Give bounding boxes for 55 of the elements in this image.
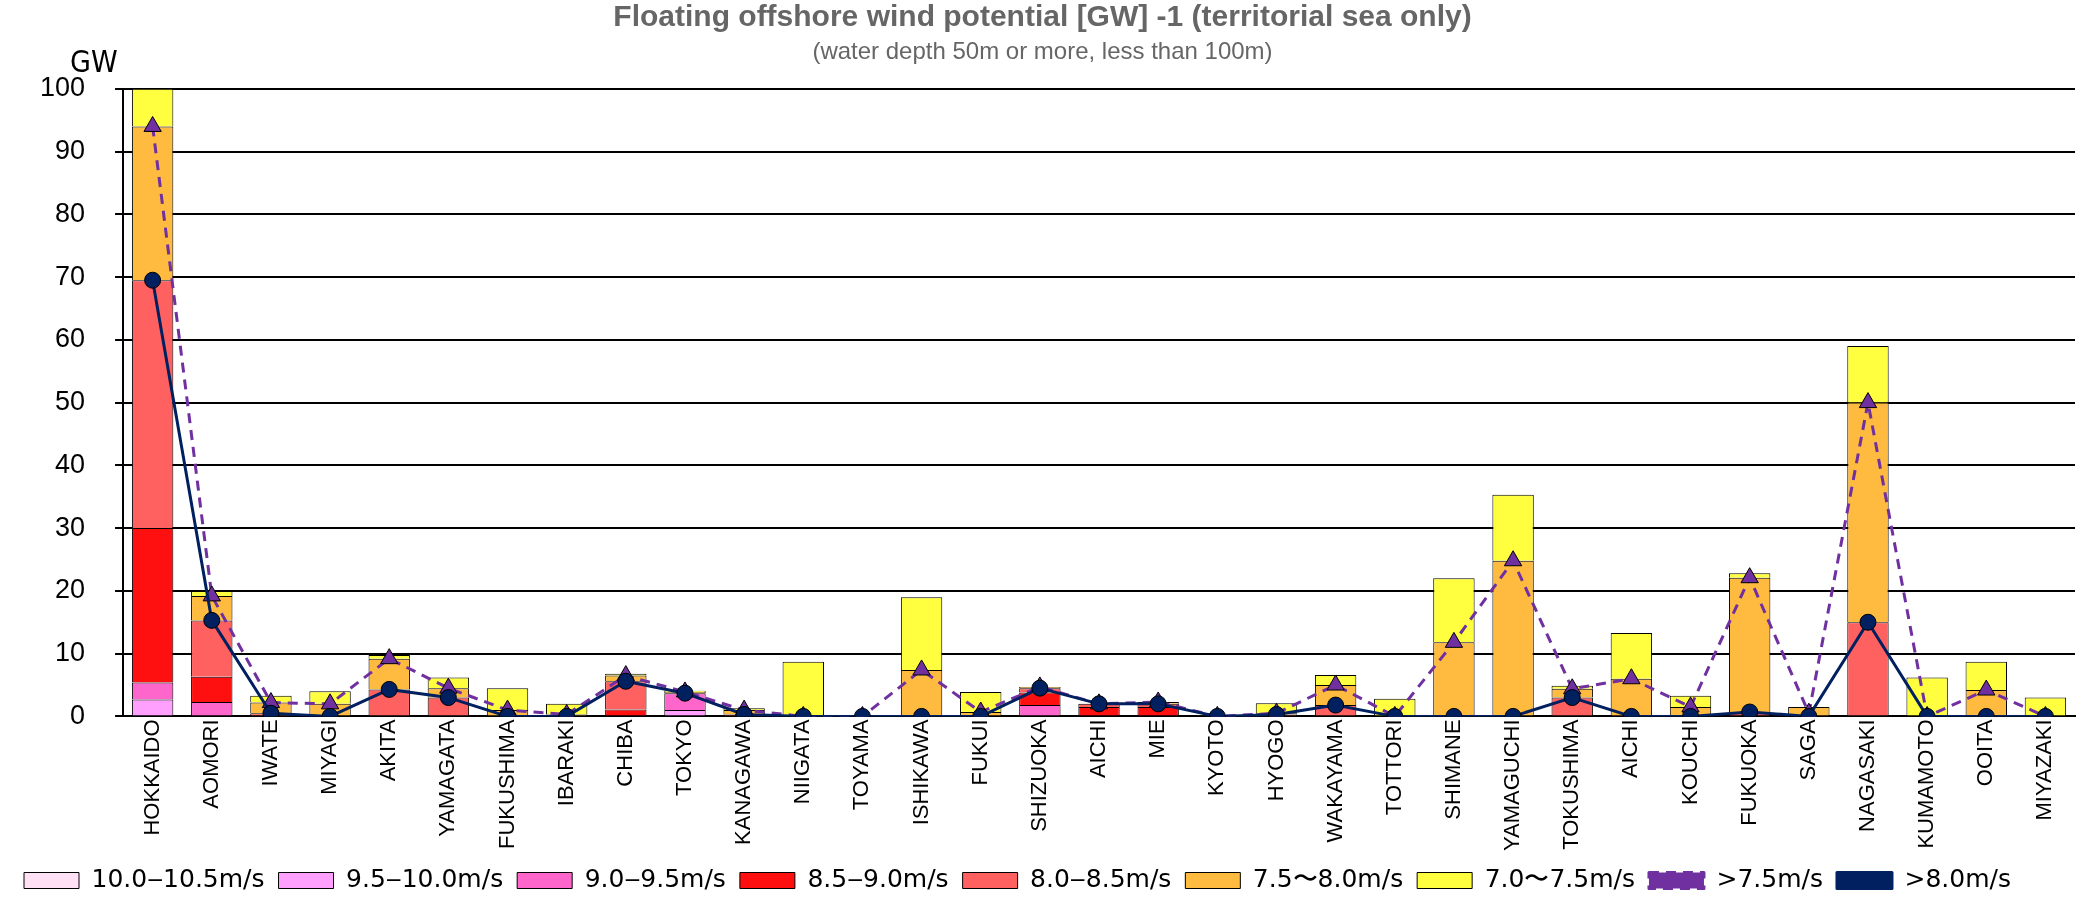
y-tick-label: 40 bbox=[55, 448, 86, 479]
x-tick-label: HOKKAIDO bbox=[138, 719, 164, 836]
legend-label: 7.0〜7.5m/s bbox=[1484, 864, 1635, 893]
x-tick-label: AKITA bbox=[375, 719, 401, 782]
legend-label: 7.5〜8.0m/s bbox=[1252, 864, 1404, 893]
legend-label: 8.0‒8.5m/s bbox=[1030, 864, 1172, 893]
y-tick-label: 70 bbox=[55, 260, 86, 291]
y-tick-label: 80 bbox=[55, 197, 86, 228]
x-tick-label: YAMAGATA bbox=[434, 719, 460, 837]
y-tick-label: 50 bbox=[55, 386, 86, 417]
x-tick-label: TOKYO bbox=[671, 719, 697, 797]
x-tick-label: SAGA bbox=[1794, 719, 1820, 781]
x-tick-label: FUKUOKA bbox=[1735, 719, 1761, 826]
x-tick-label: IBARAKI bbox=[552, 719, 578, 807]
x-tick-label: AICHI bbox=[1085, 719, 1111, 779]
x-tick-label: FUKUSHIMA bbox=[493, 719, 519, 849]
y-tick-label: 100 bbox=[39, 72, 86, 103]
y-tick-label: 90 bbox=[55, 135, 86, 166]
x-tick-label: KYOTO bbox=[1203, 719, 1229, 797]
y-tick-label: 10 bbox=[55, 637, 86, 668]
x-tick-label: TOKUSHIMA bbox=[1558, 719, 1584, 850]
x-tick-label: CHIBA bbox=[611, 719, 637, 787]
y-tick-label: 20 bbox=[55, 574, 86, 605]
x-tick-label: IWATE bbox=[256, 719, 282, 787]
x-tick-label: FUKUI bbox=[966, 719, 992, 786]
legend-label: 9.5‒10.0m/s bbox=[346, 864, 504, 893]
x-tick-label: KUMAMOTO bbox=[1913, 719, 1939, 849]
chart-title: Floating offshore wind potential [GW] -1 (territorial sea only) bbox=[613, 0, 1472, 33]
x-tick-label: YAMAGUCHI bbox=[1499, 719, 1525, 852]
legend-label: >7.5m/s bbox=[1716, 864, 1823, 893]
y-tick-label: 30 bbox=[55, 511, 86, 542]
x-tick-label: MIE bbox=[1144, 719, 1170, 759]
x-tick-label: NIIGATA bbox=[789, 719, 815, 805]
y-tick-label: 0 bbox=[70, 699, 86, 730]
x-tick-label: TOTTORI bbox=[1380, 719, 1406, 816]
x-tick-label: SHIMANE bbox=[1439, 719, 1465, 820]
x-tick-label: SHIZUOKA bbox=[1025, 719, 1051, 832]
legend-label: 9.0‒9.5m/s bbox=[584, 864, 726, 893]
chart-subtitle: (water depth 50m or more, less than 100m) bbox=[812, 37, 1273, 65]
legend-label: >8.0m/s bbox=[1904, 864, 2011, 893]
x-tick-label: KANAGAWA bbox=[730, 719, 756, 845]
y-tick-label: 60 bbox=[55, 323, 86, 354]
legend-label: 8.5‒9.0m/s bbox=[807, 864, 949, 893]
x-tick-label: OOITA bbox=[1972, 719, 1998, 787]
x-tick-label: NAGASAKI bbox=[1854, 719, 1880, 832]
x-tick-label: KOUCHI bbox=[1676, 719, 1702, 805]
x-tick-label: MIYAGI bbox=[316, 719, 342, 795]
x-tick-label: WAKAYAMA bbox=[1321, 719, 1347, 843]
x-tick-label: AOMORI bbox=[197, 719, 223, 809]
x-tick-label: MIYAZAKI bbox=[2031, 719, 2057, 821]
x-tick-label: AICHI bbox=[1617, 719, 1643, 779]
x-tick-label: HYOGO bbox=[1262, 719, 1288, 802]
legend-label: 10.0‒10.5m/s bbox=[91, 864, 265, 893]
x-tick-label: ISHIKAWA bbox=[907, 719, 933, 826]
x-tick-label: TOYAMA bbox=[848, 719, 874, 811]
